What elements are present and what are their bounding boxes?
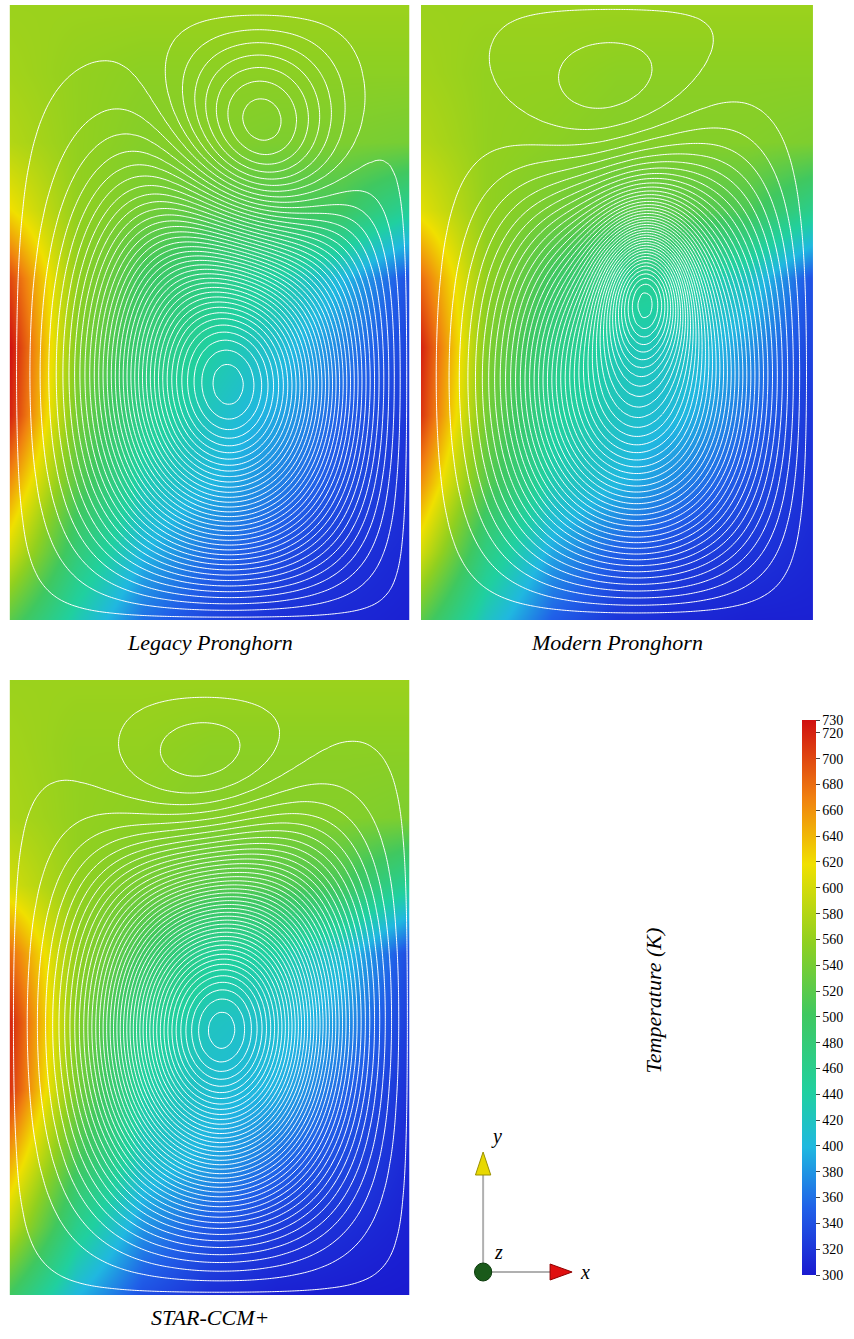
svg-text:x: x	[580, 1261, 590, 1283]
svg-text:680: 680	[822, 777, 843, 792]
svg-text:Legacy Pronghorn: Legacy Pronghorn	[127, 630, 293, 655]
svg-text:340: 340	[822, 1216, 843, 1231]
svg-text:720: 720	[822, 726, 843, 741]
svg-text:420: 420	[822, 1113, 843, 1128]
svg-text:480: 480	[822, 1036, 843, 1051]
svg-text:300: 300	[822, 1268, 843, 1283]
svg-text:Temperature (K): Temperature (K)	[641, 928, 666, 1074]
svg-text:580: 580	[822, 907, 843, 922]
svg-text:STAR-CCM+: STAR-CCM+	[151, 1305, 269, 1330]
svg-text:540: 540	[822, 958, 843, 973]
svg-text:400: 400	[822, 1139, 843, 1154]
svg-text:620: 620	[822, 855, 843, 870]
svg-text:460: 460	[822, 1061, 843, 1076]
svg-text:520: 520	[822, 984, 843, 999]
svg-text:320: 320	[822, 1242, 843, 1257]
svg-text:600: 600	[822, 881, 843, 896]
svg-text:y: y	[491, 1125, 502, 1148]
svg-text:730: 730	[822, 713, 843, 728]
svg-text:500: 500	[822, 1010, 843, 1025]
svg-text:440: 440	[822, 1087, 843, 1102]
svg-text:Modern Pronghorn: Modern Pronghorn	[531, 630, 703, 655]
svg-text:380: 380	[822, 1165, 843, 1180]
svg-text:660: 660	[822, 803, 843, 818]
svg-text:560: 560	[822, 932, 843, 947]
svg-text:640: 640	[822, 829, 843, 844]
svg-text:700: 700	[822, 752, 843, 767]
svg-text:z: z	[494, 1241, 503, 1263]
svg-text:360: 360	[822, 1190, 843, 1205]
